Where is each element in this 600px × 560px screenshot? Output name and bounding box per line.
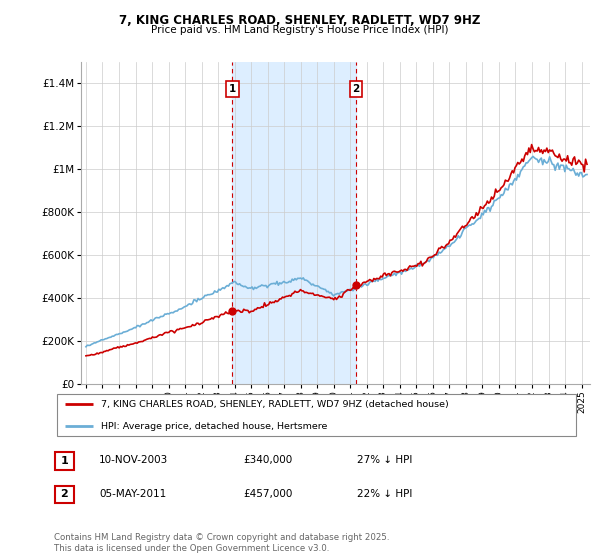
Bar (232, 62, 356, 384)
Text: 2: 2 (352, 84, 359, 94)
Text: 05-MAY-2011: 05-MAY-2011 (99, 489, 166, 499)
Text: HPI: Average price, detached house, Hertsmere: HPI: Average price, detached house, Hert… (101, 422, 328, 431)
Text: 1: 1 (229, 84, 236, 94)
Text: £340,000: £340,000 (243, 455, 292, 465)
FancyBboxPatch shape (56, 394, 577, 436)
Text: Price paid vs. HM Land Registry's House Price Index (HPI): Price paid vs. HM Land Registry's House … (151, 25, 449, 35)
Text: 10-NOV-2003: 10-NOV-2003 (99, 455, 168, 465)
Text: Contains HM Land Registry data © Crown copyright and database right 2025.
This d: Contains HM Land Registry data © Crown c… (54, 533, 389, 553)
Text: 7, KING CHARLES ROAD, SHENLEY, RADLETT, WD7 9HZ: 7, KING CHARLES ROAD, SHENLEY, RADLETT, … (119, 14, 481, 27)
FancyBboxPatch shape (55, 452, 74, 470)
Text: £457,000: £457,000 (243, 489, 292, 499)
Text: 7, KING CHARLES ROAD, SHENLEY, RADLETT, WD7 9HZ (detached house): 7, KING CHARLES ROAD, SHENLEY, RADLETT, … (101, 400, 449, 409)
Text: 1: 1 (61, 456, 68, 466)
Text: 22% ↓ HPI: 22% ↓ HPI (357, 489, 412, 499)
Text: 2: 2 (61, 489, 68, 500)
Text: 27% ↓ HPI: 27% ↓ HPI (357, 455, 412, 465)
FancyBboxPatch shape (55, 486, 74, 503)
